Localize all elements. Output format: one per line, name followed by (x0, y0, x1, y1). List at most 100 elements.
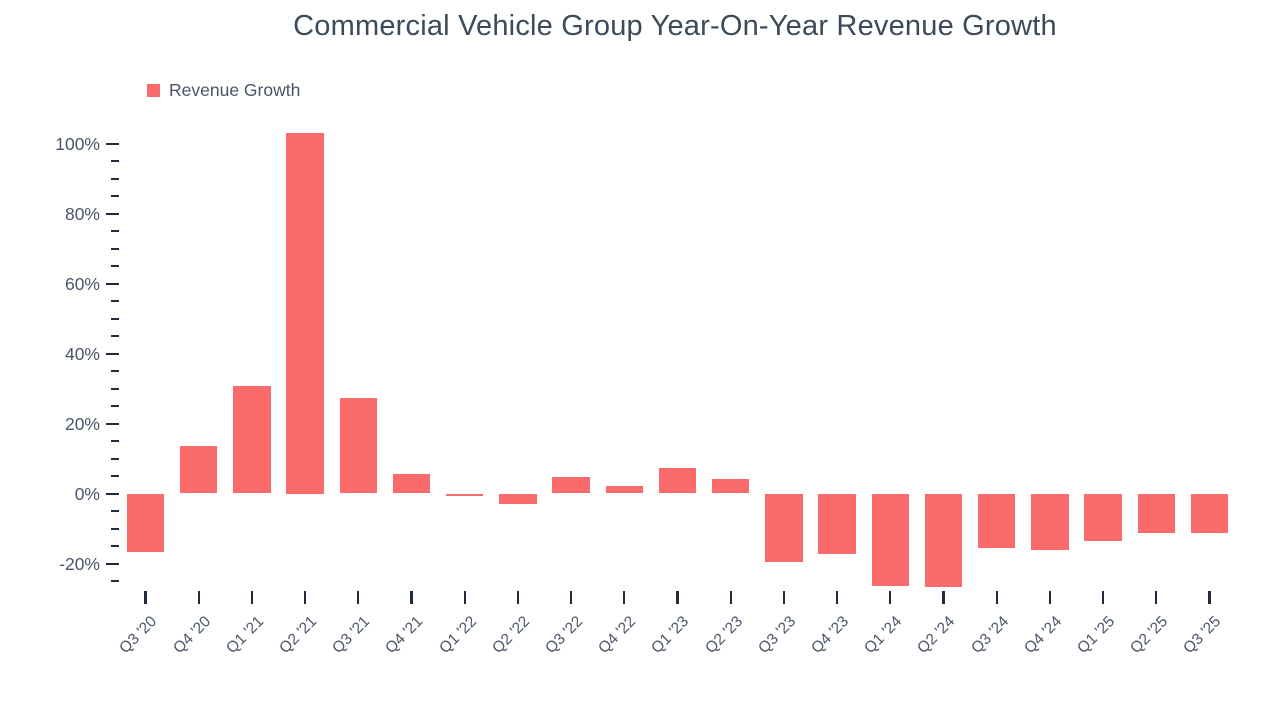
bar (1190, 493, 1229, 534)
x-axis-tick-label: Q3 '22 (542, 613, 587, 657)
bar (924, 493, 963, 587)
y-axis-major-tick (106, 212, 119, 215)
y-axis-minor-tick (111, 335, 119, 338)
x-axis-tick-label: Q3 '21 (329, 613, 374, 657)
y-axis-major-tick (106, 142, 119, 145)
legend-swatch (147, 84, 160, 97)
bar (658, 467, 697, 494)
y-axis-minor-tick (111, 370, 119, 373)
x-axis-tick-label: Q1 '24 (861, 613, 906, 657)
y-axis-minor-tick (111, 527, 119, 530)
bar (392, 473, 431, 494)
x-axis-tick (1155, 591, 1158, 604)
x-axis-tick (410, 591, 413, 604)
bar (233, 385, 271, 494)
x-axis-tick-label: Q2 '22 (488, 613, 533, 657)
x-axis-tick (942, 591, 945, 604)
x-axis-tick-label: Q2 '23 (701, 613, 746, 657)
x-axis-tick-label: Q1 '25 (1074, 613, 1119, 657)
x-axis-tick-label: Q1 '21 (222, 613, 267, 657)
x-axis-tick-label: Q1 '22 (435, 613, 480, 657)
x-axis-tick-label: Q4 '21 (382, 613, 427, 657)
x-axis-tick-label: Q4 '24 (1020, 613, 1065, 657)
y-axis-tick-label: -20% (59, 553, 100, 574)
y-axis-minor-tick (111, 475, 119, 478)
y-axis-minor-tick (111, 457, 119, 460)
bar (286, 133, 324, 494)
bar (711, 478, 750, 494)
x-axis-tick-label: Q3 '20 (116, 613, 161, 657)
y-axis-tick-label: 80% (64, 203, 100, 224)
x-axis-tick (516, 591, 520, 604)
bar (871, 493, 910, 586)
bar (977, 493, 1016, 549)
x-axis-tick (676, 591, 679, 604)
x-axis-tick (782, 591, 786, 604)
y-axis-minor-tick (111, 177, 119, 180)
x-axis-tick-label: Q4 '20 (169, 613, 214, 657)
x-axis-tick-label: Q3 '24 (967, 613, 1012, 657)
x-axis-tick-label: Q2 '25 (1127, 613, 1172, 657)
y-axis-minor-tick (111, 300, 119, 303)
bar (179, 445, 218, 494)
y-axis-tick-label: 100% (55, 133, 100, 154)
bar (1137, 493, 1176, 534)
y-axis-major-tick (106, 422, 119, 425)
y-axis-minor-tick (111, 580, 119, 583)
bar (445, 493, 484, 496)
bar (1084, 493, 1122, 541)
bar (765, 493, 803, 563)
x-axis-tick (303, 591, 307, 604)
x-axis-tick-label: Q3 '25 (1180, 613, 1225, 657)
bar (1031, 493, 1069, 550)
bar (818, 493, 856, 555)
x-axis-tick (995, 591, 998, 604)
y-axis-major-tick (106, 352, 119, 355)
legend-label: Revenue Growth (169, 80, 301, 100)
y-axis-major-tick (106, 282, 119, 285)
y-axis-tick-label: 20% (64, 413, 100, 434)
x-axis-tick (197, 591, 200, 604)
x-axis-tick (623, 591, 626, 604)
x-axis-tick-label: Q4 '22 (595, 613, 640, 657)
x-axis-tick (835, 591, 839, 604)
bar (499, 493, 537, 504)
x-axis-tick (729, 591, 732, 604)
y-axis-minor-tick (111, 265, 119, 268)
legend: Revenue Growth (147, 80, 300, 101)
y-axis-minor-tick (111, 230, 119, 233)
y-axis-minor-tick (111, 510, 119, 513)
y-axis-tick-label: 40% (64, 343, 100, 364)
x-axis-tick (250, 591, 254, 604)
x-axis-tick (569, 591, 573, 604)
x-axis-tick (463, 591, 466, 604)
x-axis-tick (357, 591, 360, 604)
bar (339, 397, 378, 494)
x-axis-tick (1048, 591, 1052, 604)
x-axis-tick (144, 591, 147, 604)
y-axis-minor-tick (111, 440, 119, 443)
y-axis-minor-tick (111, 405, 119, 408)
x-axis-tick-label: Q3 '23 (754, 613, 799, 657)
x-axis-tick-label: Q4 '23 (808, 613, 853, 657)
y-axis-minor-tick (111, 160, 119, 163)
chart-title: Commercial Vehicle Group Year-On-Year Re… (293, 10, 1057, 42)
y-axis-minor-tick (111, 387, 119, 390)
x-axis-tick (889, 591, 892, 604)
bar (552, 477, 590, 494)
y-axis-tick-label: 0% (74, 483, 100, 504)
x-axis-tick (1208, 591, 1211, 604)
y-axis-minor-tick (111, 247, 119, 250)
bar (126, 493, 165, 553)
y-axis-major-tick (106, 492, 119, 495)
x-axis-tick-label: Q2 '21 (276, 613, 321, 657)
x-axis-tick (1101, 591, 1105, 604)
y-axis-minor-tick (111, 317, 119, 320)
y-axis-major-tick (106, 562, 119, 565)
x-axis-tick-label: Q1 '23 (648, 613, 693, 657)
x-axis-tick-label: Q2 '24 (914, 613, 959, 657)
y-axis-minor-tick (111, 195, 119, 198)
y-axis-tick-label: 60% (64, 273, 100, 294)
